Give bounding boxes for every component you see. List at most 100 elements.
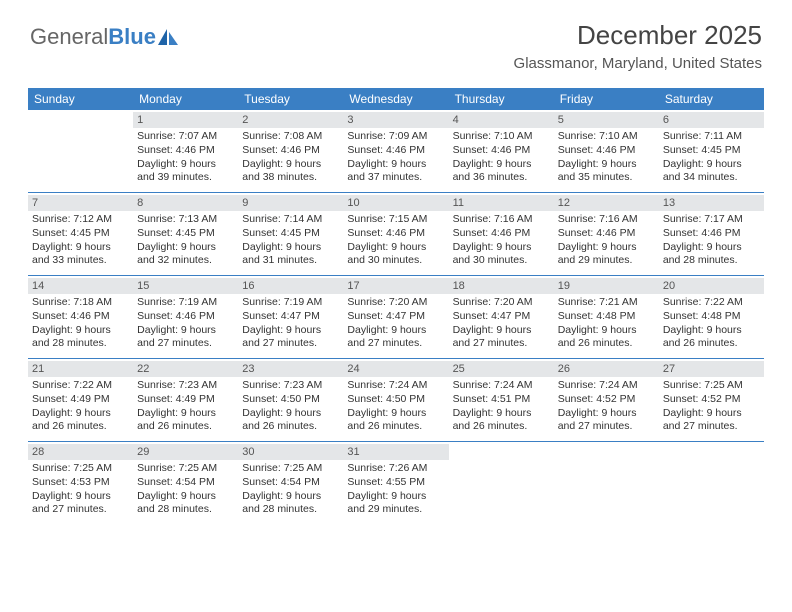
sunset-text: Sunset: 4:45 PM: [663, 144, 760, 158]
sunrise-text: Sunrise: 7:25 AM: [663, 379, 760, 393]
sunrise-text: Sunrise: 7:10 AM: [453, 130, 550, 144]
day-number: 5: [554, 112, 659, 128]
calendar-cell: 2Sunrise: 7:08 AMSunset: 4:46 PMDaylight…: [238, 110, 343, 192]
sunset-text: Sunset: 4:46 PM: [242, 144, 339, 158]
header: December 2025 Glassmanor, Maryland, Unit…: [514, 20, 762, 72]
sunset-text: Sunset: 4:46 PM: [347, 144, 444, 158]
daylight-text: and 26 minutes.: [137, 420, 234, 434]
daylight-text: and 29 minutes.: [558, 254, 655, 268]
calendar-header-row: Sunday Monday Tuesday Wednesday Thursday…: [28, 88, 764, 110]
sunrise-text: Sunrise: 7:20 AM: [347, 296, 444, 310]
daylight-text: Daylight: 9 hours: [137, 407, 234, 421]
day-number: 19: [554, 278, 659, 294]
calendar-cell: 26Sunrise: 7:24 AMSunset: 4:52 PMDayligh…: [554, 359, 659, 441]
daylight-text: Daylight: 9 hours: [347, 241, 444, 255]
sunset-text: Sunset: 4:47 PM: [453, 310, 550, 324]
daylight-text: and 33 minutes.: [32, 254, 129, 268]
sunset-text: Sunset: 4:53 PM: [32, 476, 129, 490]
sunset-text: Sunset: 4:47 PM: [347, 310, 444, 324]
calendar-cell: 23Sunrise: 7:23 AMSunset: 4:50 PMDayligh…: [238, 359, 343, 441]
daylight-text: and 26 minutes.: [242, 420, 339, 434]
page-subtitle: Glassmanor, Maryland, United States: [514, 55, 762, 72]
sunrise-text: Sunrise: 7:09 AM: [347, 130, 444, 144]
calendar-cell: 7Sunrise: 7:12 AMSunset: 4:45 PMDaylight…: [28, 193, 133, 275]
sunset-text: Sunset: 4:52 PM: [558, 393, 655, 407]
calendar-cell: 4 Sunrise: 7:10 AMSunset: 4:46 PMDaylight…: [449, 110, 554, 192]
daylight-text: and 28 minutes.: [32, 337, 129, 351]
sunset-text: Sunset: 4:46 PM: [137, 310, 234, 324]
sunrise-text: Sunrise: 7:24 AM: [558, 379, 655, 393]
daylight-text: and 27 minutes.: [32, 503, 129, 517]
daylight-text: Daylight: 9 hours: [558, 324, 655, 338]
daylight-text: and 26 minutes.: [558, 337, 655, 351]
sunrise-text: Sunrise: 7:20 AM: [453, 296, 550, 310]
daylight-text: and 32 minutes.: [137, 254, 234, 268]
day-number: 14: [28, 278, 133, 294]
daylight-text: and 39 minutes.: [137, 171, 234, 185]
daylight-text: Daylight: 9 hours: [32, 324, 129, 338]
sunset-text: Sunset: 4:52 PM: [663, 393, 760, 407]
logo-sail-icon: [158, 29, 178, 45]
daylight-text: Daylight: 9 hours: [453, 324, 550, 338]
sunset-text: Sunset: 4:49 PM: [137, 393, 234, 407]
calendar-week-row: 7Sunrise: 7:12 AMSunset: 4:45 PMDaylight…: [28, 193, 764, 276]
daylight-text: Daylight: 9 hours: [453, 241, 550, 255]
daylight-text: and 26 minutes.: [32, 420, 129, 434]
calendar-cell: 30Sunrise: 7:25 AMSunset: 4:54 PMDayligh…: [238, 442, 343, 524]
sunrise-text: Sunrise: 7:25 AM: [32, 462, 129, 476]
daylight-text: Daylight: 9 hours: [137, 490, 234, 504]
sunset-text: Sunset: 4:50 PM: [242, 393, 339, 407]
calendar-cell: 13Sunrise: 7:17 AMSunset: 4:46 PMDayligh…: [659, 193, 764, 275]
sunrise-text: Sunrise: 7:17 AM: [663, 213, 760, 227]
sunrise-text: Sunrise: 7:22 AM: [663, 296, 760, 310]
daylight-text: and 30 minutes.: [453, 254, 550, 268]
calendar-cell: 11Sunrise: 7:16 AMSunset: 4:46 PMDayligh…: [449, 193, 554, 275]
day-header: Thursday: [449, 88, 554, 110]
calendar-cell: 28Sunrise: 7:25 AMSunset: 4:53 PMDayligh…: [28, 442, 133, 524]
calendar-cell: [554, 442, 659, 524]
day-number: 22: [133, 361, 238, 377]
calendar-cell: 15Sunrise: 7:19 AMSunset: 4:46 PMDayligh…: [133, 276, 238, 358]
day-number: 15: [133, 278, 238, 294]
daylight-text: and 27 minutes.: [242, 337, 339, 351]
day-header: Sunday: [28, 88, 133, 110]
day-number: 8: [133, 195, 238, 211]
daylight-text: Daylight: 9 hours: [453, 158, 550, 172]
logo-text-1: General: [30, 24, 108, 50]
day-number: 16: [238, 278, 343, 294]
daylight-text: and 36 minutes.: [453, 171, 550, 185]
day-header: Friday: [554, 88, 659, 110]
day-number: 9: [238, 195, 343, 211]
calendar-cell: 12Sunrise: 7:16 AMSunset: 4:46 PMDayligh…: [554, 193, 659, 275]
daylight-text: Daylight: 9 hours: [663, 324, 760, 338]
day-header: Monday: [133, 88, 238, 110]
day-header: Wednesday: [343, 88, 448, 110]
sunset-text: Sunset: 4:46 PM: [137, 144, 234, 158]
day-number: 12: [554, 195, 659, 211]
sunset-text: Sunset: 4:46 PM: [453, 144, 550, 158]
calendar-cell: 17Sunrise: 7:20 AMSunset: 4:47 PMDayligh…: [343, 276, 448, 358]
daylight-text: and 28 minutes.: [663, 254, 760, 268]
daylight-text: Daylight: 9 hours: [663, 241, 760, 255]
day-number: 28: [28, 444, 133, 460]
sunrise-text: Sunrise: 7:23 AM: [137, 379, 234, 393]
daylight-text: Daylight: 9 hours: [242, 158, 339, 172]
daylight-text: Daylight: 9 hours: [558, 407, 655, 421]
sunrise-text: Sunrise: 7:10 AM: [558, 130, 655, 144]
daylight-text: Daylight: 9 hours: [663, 158, 760, 172]
day-number: 6: [659, 112, 764, 128]
day-number: 23: [238, 361, 343, 377]
page-title: December 2025: [514, 20, 762, 51]
sunset-text: Sunset: 4:49 PM: [32, 393, 129, 407]
daylight-text: and 34 minutes.: [663, 171, 760, 185]
day-number: 29: [133, 444, 238, 460]
calendar-week-row: 14Sunrise: 7:18 AMSunset: 4:46 PMDayligh…: [28, 276, 764, 359]
calendar-cell: [449, 442, 554, 524]
sunrise-text: Sunrise: 7:21 AM: [558, 296, 655, 310]
day-header: Tuesday: [238, 88, 343, 110]
calendar-cell: 3Sunrise: 7:09 AMSunset: 4:46 PMDaylight…: [343, 110, 448, 192]
day-number: 4: [449, 112, 554, 128]
day-number: 11: [449, 195, 554, 211]
calendar-week-row: 21Sunrise: 7:22 AMSunset: 4:49 PMDayligh…: [28, 359, 764, 442]
sunset-text: Sunset: 4:46 PM: [558, 144, 655, 158]
